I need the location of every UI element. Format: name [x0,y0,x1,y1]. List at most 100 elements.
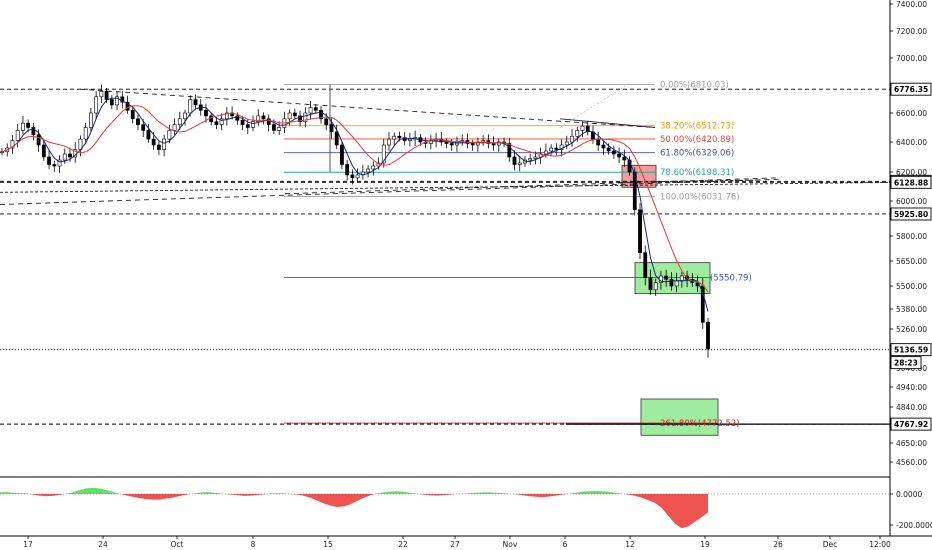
candle-body [151,138,156,146]
candle-body [481,140,486,143]
candle-body [204,110,208,117]
candle-body [507,143,512,158]
candle-body [156,144,161,150]
candle-body [41,144,46,158]
candle-body [366,168,370,173]
candle-body [408,138,412,141]
candle-body [706,322,710,350]
price-badge-label: 5925.80 [894,210,928,219]
trendline [0,178,781,205]
candle-body [387,138,391,146]
candle-body [219,118,224,125]
candle-body [575,130,580,137]
price-tick-label: 7400.00 [896,0,927,9]
time-tick-label: 26 [773,540,783,549]
candle-body [303,112,308,122]
candle-body [94,96,99,114]
time-tick-label: Dec [823,540,838,549]
time-tick-label: 12 [625,540,635,549]
projection-label: (5550.79) [710,274,752,284]
trendline [0,181,891,193]
price-badge-label: 6128.88 [894,178,928,187]
candle-body [99,91,104,98]
projection-label: 261.80%(4772.52) [660,419,740,429]
trendline-layer [0,84,891,205]
time-tick-label: 27 [450,540,460,549]
price-tick-label: 7200.00 [896,27,927,36]
price-badge [890,417,932,431]
price-tick-label: 5260.00 [896,325,927,334]
fib-label-layer: 0.00%(6810.03) 38.20%(6512.73) 50.00%(6420… [660,81,752,429]
candle-body [251,121,255,128]
candle-body [397,135,402,138]
candle-body [104,91,109,100]
candle-body [601,144,606,149]
price-badge [890,207,932,221]
candle-body [287,112,292,120]
time-tick-label: 12:00 [869,540,891,549]
candle-body [83,127,88,140]
level-layer [0,84,890,425]
price-badge [890,343,932,357]
candle-body [329,124,334,133]
price-tick-label: 6400.00 [896,138,927,147]
candle-body [162,138,167,150]
candle-body [653,282,658,291]
candle-body [596,138,601,146]
price-badge [890,82,932,96]
time-tick-label: Oct [171,540,184,549]
candle-body [549,147,554,152]
candle-body [340,144,344,165]
candle-body [319,110,323,120]
candle-body [109,99,114,106]
candle-body [52,164,57,167]
candle-body [585,125,590,133]
ma-fast-line [1,97,709,312]
price-tick-label: 4840.00 [896,403,927,412]
candle-body [272,124,276,131]
candle-body [15,130,20,141]
candle-body [146,130,151,140]
candle-body [224,112,229,120]
candle-body [570,135,574,143]
time-tick-label: 19 [700,540,710,549]
candle-body [622,156,627,161]
ma-slow-line [1,105,709,293]
candle-body [21,122,25,131]
price-tick-label: 6600.00 [896,109,927,118]
candle-body [188,99,193,114]
candle-body [230,112,235,117]
oscillator-pane [0,487,890,529]
candle-body [638,209,642,253]
trendline [284,177,781,195]
candle-body [308,107,313,114]
fib-label: 0.00%(6810.03) [660,81,729,91]
price-badge-label: 28:23 [894,359,918,368]
time-tick-label: 8 [251,540,256,549]
price-tick-label: 7000.00 [896,54,927,63]
candle-body [68,153,72,158]
price-tick-label: 5800.00 [896,232,927,241]
candle-body [177,118,182,125]
candle-body [648,277,653,291]
green-zone-lower [640,398,719,436]
candle-body [183,112,187,120]
fib-label: 78.60%(6198.31) [660,168,734,178]
price-badge-label: 5136.59 [894,346,928,355]
candle-body [261,115,266,120]
candle-body [533,156,538,159]
candle-body [700,285,705,323]
candle-body [444,141,449,144]
candle-body [245,124,250,128]
candle-body [491,143,496,146]
candle-body [643,252,648,278]
time-tick-label: 15 [323,540,333,549]
candle-body [313,107,318,111]
trendline [559,118,656,128]
candle-body [31,127,36,136]
price-badge [890,175,932,189]
price-tick-label: 5650.00 [896,257,927,266]
candle-body [345,164,350,176]
candle-body [235,115,240,121]
